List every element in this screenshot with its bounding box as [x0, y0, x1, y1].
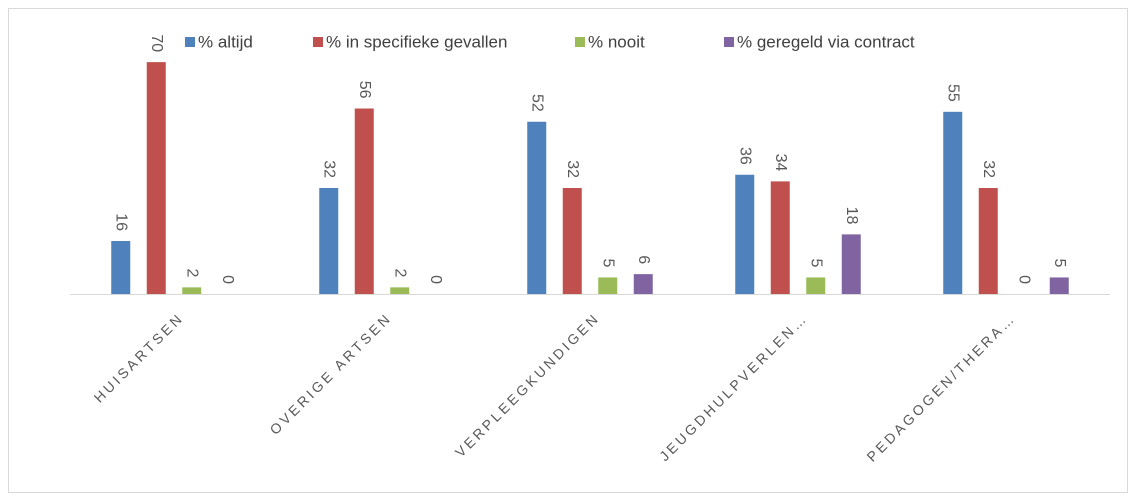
- value-label: 0: [427, 275, 444, 284]
- value-label: 32: [564, 160, 581, 178]
- value-label: 2: [184, 268, 201, 277]
- bar: [633, 274, 653, 294]
- legend-swatch: [575, 37, 585, 47]
- value-label: 16: [113, 213, 130, 231]
- value-label: 34: [772, 154, 789, 172]
- legend-swatch: [724, 37, 734, 47]
- value-label: 5: [1051, 259, 1068, 268]
- legend-swatch: [313, 37, 323, 47]
- bar: [978, 188, 998, 294]
- bar: [354, 108, 374, 294]
- value-label: 5: [808, 259, 825, 268]
- bar: [146, 62, 166, 294]
- bar: [111, 241, 131, 294]
- value-label: 6: [635, 255, 652, 264]
- value-label: 52: [529, 94, 546, 112]
- legend-label: % in specifieke gevallen: [326, 32, 507, 51]
- legend-label: % nooit: [588, 32, 645, 51]
- legend-label: % geregeld via contract: [737, 32, 915, 51]
- legend-label: % altijd: [198, 32, 253, 51]
- bar: [182, 287, 202, 294]
- value-label: 55: [945, 84, 962, 102]
- bar: [598, 277, 618, 294]
- value-label: 0: [1016, 275, 1033, 284]
- bar: [806, 277, 826, 294]
- legend-swatch: [185, 37, 195, 47]
- value-label: 0: [219, 275, 236, 284]
- bar: [319, 188, 339, 294]
- bar: [1049, 277, 1069, 294]
- bar: [527, 121, 547, 294]
- bar: [735, 174, 755, 294]
- bar: [770, 181, 790, 294]
- bar: [943, 111, 963, 294]
- value-label: 5: [600, 259, 617, 268]
- value-label: 70: [148, 34, 165, 52]
- bar: [562, 188, 582, 294]
- value-label: 32: [980, 160, 997, 178]
- value-label: 36: [737, 147, 754, 165]
- bar: [841, 234, 861, 294]
- bar: [390, 287, 410, 294]
- value-label: 18: [843, 207, 860, 225]
- value-label: 56: [356, 81, 373, 99]
- value-label: 2: [392, 268, 409, 277]
- value-label: 32: [321, 160, 338, 178]
